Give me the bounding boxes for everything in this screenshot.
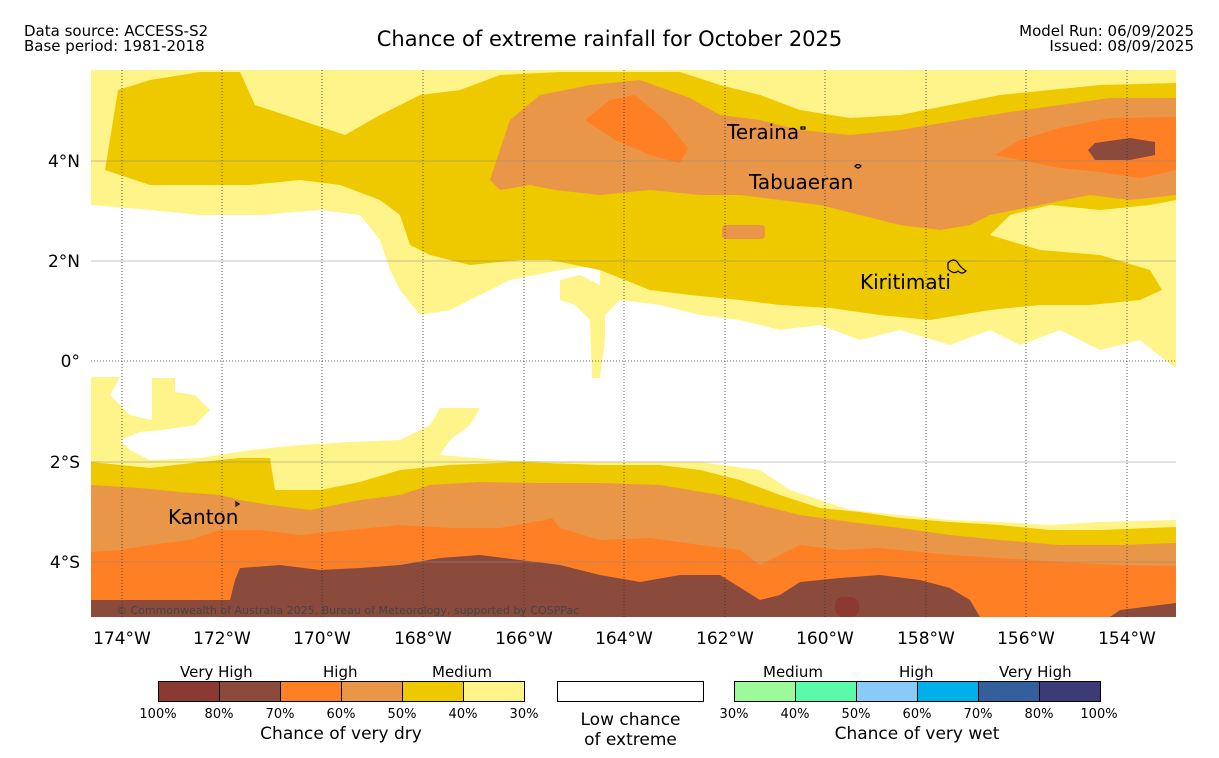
dry-cat-medium: Medium: [432, 663, 492, 681]
teraina-label: Teraina: [726, 120, 799, 144]
header-left: Data source: ACCESS-S2 Base period: 1981…: [24, 24, 208, 54]
lon-label-164w: 164°W: [595, 629, 653, 649]
kanton-label: Kanton: [168, 505, 238, 529]
rainfall-map: Teraina Tabuaeran Kiritimati Kanton © Co…: [48, 70, 1176, 649]
zone-north-high-patch: [722, 225, 765, 239]
graticule: [91, 70, 1176, 617]
lat-label-4n: 4°N: [48, 152, 80, 172]
lon-label-154w: 154°W: [1098, 629, 1156, 649]
issued-text: Issued: 08/09/2025: [1049, 37, 1194, 55]
map-title: Chance of extreme rainfall for October 2…: [376, 27, 843, 51]
zone-south-very-high-patch: [835, 597, 859, 617]
dry-tick: 60%: [326, 707, 356, 722]
dry-swatch-4: [341, 681, 403, 702]
lat-label-0: 0°: [61, 352, 80, 372]
lon-label-158w: 158°W: [897, 629, 955, 649]
wet-swatch-2: [795, 681, 857, 702]
wet-swatch-5: [978, 681, 1040, 702]
wet-tick: 40%: [780, 707, 810, 722]
dry-cat-very-high: Very High: [180, 663, 253, 681]
wet-swatch-1: [734, 681, 796, 702]
wet-swatch-6: [1039, 681, 1101, 702]
dry-tick: 30%: [509, 707, 539, 722]
lat-label-2s: 2°S: [50, 453, 80, 473]
low-chance-line1: Low chance: [580, 710, 681, 730]
base-period-text: Base period: 1981-2018: [24, 37, 205, 55]
dry-cat-high: High: [323, 663, 358, 681]
wet-cat-high: High: [899, 663, 934, 681]
lon-label-174w: 174°W: [93, 629, 151, 649]
dry-tick: 40%: [448, 707, 478, 722]
data-source-text: Data source: ACCESS-S2: [24, 22, 209, 40]
model-run-text: Model Run: 06/09/2025: [1019, 22, 1194, 40]
kiritimati-label: Kiritimati: [860, 270, 951, 294]
lon-label-156w: 156°W: [997, 629, 1055, 649]
dry-tick: 100%: [139, 707, 177, 722]
header-right: Model Run: 06/09/2025 Issued: 08/09/2025: [1019, 24, 1194, 54]
lon-label-166w: 166°W: [495, 629, 553, 649]
zone-north-high-strong-west: [585, 95, 688, 163]
low-chance-title: Low chance of extreme: [557, 710, 704, 750]
dry-legend-title: Chance of very dry: [260, 724, 422, 744]
wet-tick: 70%: [963, 707, 993, 722]
wet-cat-very-high: Very High: [999, 663, 1072, 681]
wet-tick: 100%: [1080, 707, 1118, 722]
dry-swatch-3: [280, 681, 342, 702]
wet-tick: 50%: [841, 707, 871, 722]
lon-label-162w: 162°W: [696, 629, 754, 649]
wet-cat-medium: Medium: [763, 663, 823, 681]
low-chance-swatch: [557, 681, 704, 702]
wet-legend-title: Chance of very wet: [834, 724, 1000, 744]
island-outlines: [235, 126, 967, 508]
tabuaeran-label: Tabuaeran: [748, 170, 853, 194]
lon-label-170w: 170°W: [293, 629, 351, 649]
wet-swatch-3: [856, 681, 918, 702]
teraina-island-icon: [800, 126, 806, 130]
tabuaeran-island-icon: [854, 163, 862, 169]
zone-north-high-strong-east: [995, 117, 1176, 178]
lat-label-2n: 2°N: [48, 252, 80, 272]
dry-tick: 80%: [204, 707, 234, 722]
wet-tick: 80%: [1024, 707, 1054, 722]
dry-tick: 50%: [387, 707, 417, 722]
kanton-island-icon: [235, 500, 241, 508]
copyright-text: © Commonwealth of Australia 2025, Bureau…: [116, 604, 579, 617]
wet-tick: 30%: [719, 707, 749, 722]
lat-label-4s: 4°S: [50, 553, 80, 573]
wet-swatch-4: [917, 681, 979, 702]
lon-label-172w: 172°W: [193, 629, 251, 649]
lon-label-168w: 168°W: [394, 629, 452, 649]
dry-tick: 70%: [265, 707, 295, 722]
map-shading: [91, 70, 1176, 617]
wet-tick: 60%: [902, 707, 932, 722]
lon-label-160w: 160°W: [796, 629, 854, 649]
kiritimati-island-icon: [947, 259, 967, 274]
zone-south-very-high-east: [1110, 603, 1176, 617]
low-chance-line2: of extreme: [584, 730, 677, 750]
dry-swatch-6: [463, 681, 525, 702]
zone-north-very-high: [1088, 138, 1155, 160]
dry-swatch-2: [219, 681, 281, 702]
dry-swatch-5: [402, 681, 464, 702]
dry-swatch-1: [158, 681, 220, 702]
zone-south-very-high: [91, 555, 980, 617]
